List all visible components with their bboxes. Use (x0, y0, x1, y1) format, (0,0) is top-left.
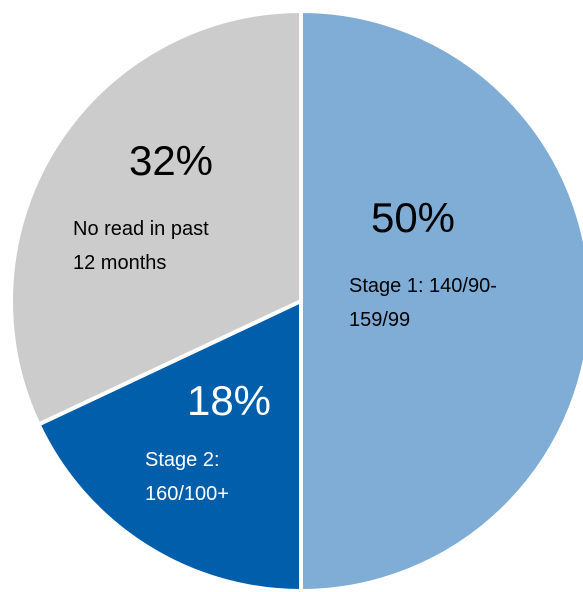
slice-1-percent-label: 50% (371, 194, 455, 241)
slice-2-category-label-line-1: Stage 2: (145, 449, 220, 471)
pie-slice-3 (9, 9, 303, 427)
slice-2-percent-label: 18% (187, 377, 271, 424)
pie-slice-2 (36, 299, 303, 592)
slice-3-category-label-line-1: No read in past (73, 218, 209, 240)
slice-3-category-label-line-2: 12 months (73, 252, 166, 274)
pie-slice-1 (299, 9, 583, 592)
slice-1-category-label-line-1: Stage 1: 140/90- (349, 275, 497, 297)
slice-2-category-label-line-2: 160/100+ (145, 483, 229, 505)
slice-1-category-label-line-2: 159/99 (349, 309, 410, 331)
pie-labels: 50% Stage 1: 140/90- 159/99 18% Stage 2: 160/… (73, 137, 497, 505)
slice-3-percent-label: 32% (129, 137, 213, 184)
pie-slices (9, 9, 583, 592)
